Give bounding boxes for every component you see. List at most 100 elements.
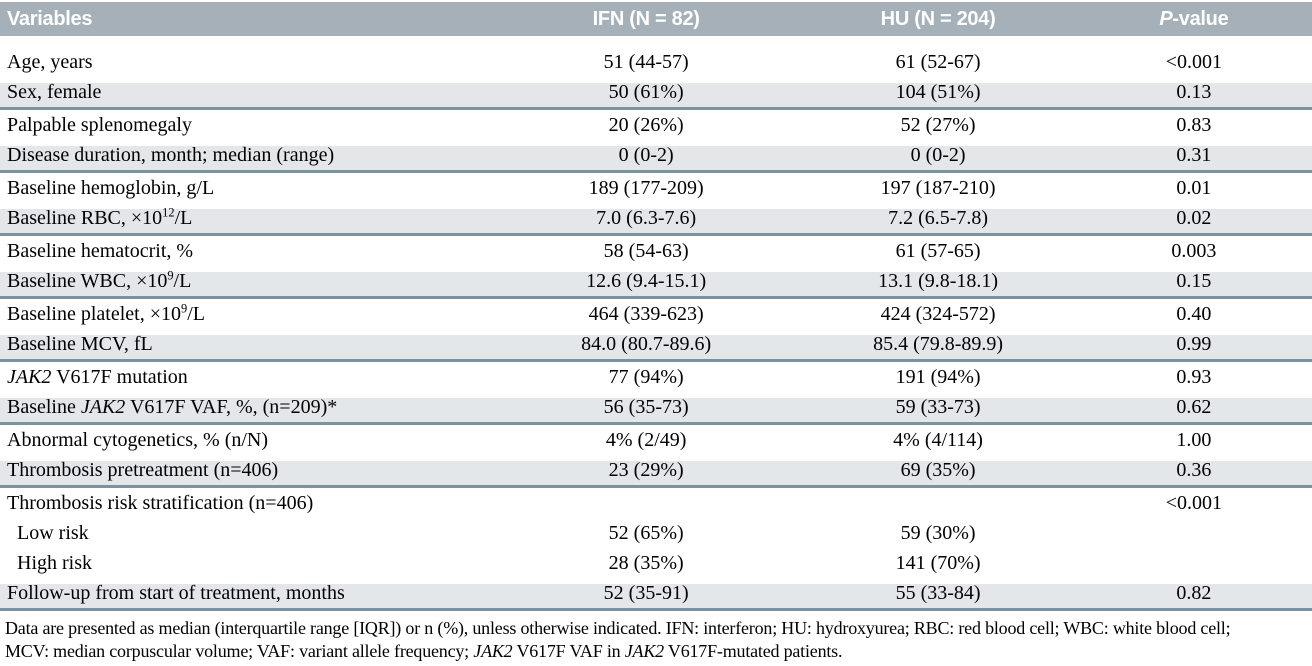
hu-value-cell: 197 (187-210) bbox=[880, 177, 996, 199]
ifn-value-cell: 56 (35-73) bbox=[603, 396, 689, 418]
variable-cell: Baseline hemoglobin, g/L bbox=[7, 177, 215, 199]
table-row: Sex, female 50 (61%) 104 (51%) 0.13 bbox=[0, 77, 1312, 110]
ifn-value-cell: 77 (94%) bbox=[608, 366, 684, 388]
ifn-value-cell: 20 (26%) bbox=[608, 114, 684, 136]
variable-cell: Age, years bbox=[7, 51, 93, 73]
ifn-value-cell: 51 (44-57) bbox=[603, 51, 689, 73]
hu-value-cell: 61 (57-65) bbox=[895, 240, 981, 262]
table-row: Baseline JAK2 V617F VAF, %, (n=209)* 56 … bbox=[0, 392, 1312, 425]
table-row: Follow-up from start of treatment, month… bbox=[0, 578, 1312, 611]
table-row: High risk 28 (35%) 141 (70%) bbox=[0, 548, 1312, 578]
table-row: Baseline RBC, ×1012/L 7.0 (6.3-7.6) 7.2 … bbox=[0, 203, 1312, 236]
ifn-value-cell: 4% (2/49) bbox=[605, 429, 687, 451]
col-header-ifn: IFN (N = 82) bbox=[592, 7, 700, 30]
hu-value-cell: 59 (30%) bbox=[900, 522, 976, 544]
table-row: Low risk 52 (65%) 59 (30%) bbox=[0, 518, 1312, 548]
variable-cell: Baseline platelet, ×109/L bbox=[7, 301, 205, 325]
table-row: Thrombosis risk stratification (n=406) <… bbox=[0, 488, 1312, 518]
table-row: Disease duration, month; median (range) … bbox=[0, 140, 1312, 173]
table-row: Thrombosis pretreatment (n=406) 23 (29%)… bbox=[0, 455, 1312, 488]
p-value-cell: <0.001 bbox=[1165, 51, 1223, 73]
p-value-cell: 0.40 bbox=[1176, 303, 1212, 325]
hu-value-cell: 104 (51%) bbox=[895, 81, 981, 103]
variable-cell: Low risk bbox=[17, 522, 89, 544]
footnote-line-2: MCV: median corpuscular volume; VAF: var… bbox=[5, 641, 843, 661]
variable-cell: Thrombosis risk stratification (n=406) bbox=[7, 492, 314, 514]
p-value-cell: <0.001 bbox=[1165, 492, 1223, 514]
variable-cell: High risk bbox=[17, 552, 92, 574]
hu-value-cell: 7.2 (6.5-7.8) bbox=[888, 207, 989, 229]
ifn-value-cell: 23 (29%) bbox=[608, 459, 684, 481]
variable-cell: Baseline WBC, ×109/L bbox=[7, 268, 192, 292]
table-row: JAK2 V617F mutation 77 (94%) 191 (94%) 0… bbox=[0, 362, 1312, 392]
table-row: Baseline platelet, ×109/L 464 (339-623) … bbox=[0, 299, 1312, 329]
ifn-value-cell: 50 (61%) bbox=[608, 81, 684, 103]
table-row: Baseline hemoglobin, g/L 189 (177-209) 1… bbox=[0, 173, 1312, 203]
table-row: Palpable splenomegaly 20 (26%) 52 (27%) … bbox=[0, 110, 1312, 140]
variable-cell: Baseline MCV, fL bbox=[7, 333, 153, 355]
ifn-value-cell: 52 (65%) bbox=[608, 522, 684, 544]
hu-value-cell bbox=[800, 488, 1076, 518]
table-row: Baseline WBC, ×109/L 12.6 (9.4-15.1) 13.… bbox=[0, 266, 1312, 299]
col-header-hu: HU (N = 204) bbox=[880, 7, 996, 30]
ifn-value-cell: 464 (339-623) bbox=[588, 303, 704, 325]
table-footnote: Data are presented as median (interquart… bbox=[0, 611, 1312, 663]
p-value-cell: 0.003 bbox=[1171, 240, 1217, 262]
col-header-variables: Variables bbox=[7, 7, 93, 30]
table-header-row: Variables IFN (N = 82) HU (N = 204) P-va… bbox=[0, 2, 1312, 36]
variable-cell: Baseline JAK2 V617F VAF, %, (n=209)* bbox=[7, 396, 338, 418]
ifn-value-cell: 84.0 (80.7-89.6) bbox=[581, 333, 712, 355]
table-body: Age, years 51 (44-57) 61 (52-67) <0.001 … bbox=[0, 47, 1312, 611]
variable-cell: JAK2 V617F mutation bbox=[7, 366, 188, 388]
variable-cell: Sex, female bbox=[7, 81, 102, 103]
variable-cell: Baseline hematocrit, % bbox=[7, 240, 194, 262]
ifn-value-cell bbox=[492, 488, 800, 518]
hu-value-cell: 69 (35%) bbox=[900, 459, 976, 481]
hu-value-cell: 141 (70%) bbox=[895, 552, 981, 574]
p-value-cell bbox=[1076, 518, 1312, 548]
table-row: Abnormal cytogenetics, % (n/N) 4% (2/49)… bbox=[0, 425, 1312, 455]
footnote-line-1: Data are presented as median (interquart… bbox=[5, 618, 1231, 638]
ifn-value-cell: 189 (177-209) bbox=[588, 177, 704, 199]
table-row: Baseline hematocrit, % 58 (54-63) 61 (57… bbox=[0, 236, 1312, 266]
p-value-cell bbox=[1076, 548, 1312, 578]
hu-value-cell: 0 (0-2) bbox=[910, 144, 966, 166]
ifn-value-cell: 12.6 (9.4-15.1) bbox=[586, 270, 707, 292]
p-value-cell: 0.99 bbox=[1176, 333, 1212, 355]
p-value-cell: 0.93 bbox=[1176, 366, 1212, 388]
variable-cell: Thrombosis pretreatment (n=406) bbox=[7, 459, 279, 481]
variable-cell: Baseline RBC, ×1012/L bbox=[7, 205, 193, 229]
p-value-cell: 0.31 bbox=[1176, 144, 1212, 166]
p-value-cell: 0.02 bbox=[1176, 207, 1212, 229]
p-value-cell: 0.83 bbox=[1176, 114, 1212, 136]
variable-cell: Palpable splenomegaly bbox=[7, 114, 192, 136]
p-value-cell: 1.00 bbox=[1176, 429, 1212, 451]
hu-value-cell: 191 (94%) bbox=[895, 366, 981, 388]
p-value-cell: 0.82 bbox=[1176, 582, 1212, 604]
hu-value-cell: 55 (33-84) bbox=[895, 582, 981, 604]
hu-value-cell: 52 (27%) bbox=[900, 114, 976, 136]
p-value-cell: 0.13 bbox=[1176, 81, 1212, 103]
hu-value-cell: 424 (324-572) bbox=[880, 303, 996, 325]
table-row: Baseline MCV, fL 84.0 (80.7-89.6) 85.4 (… bbox=[0, 329, 1312, 362]
hu-value-cell: 59 (33-73) bbox=[895, 396, 981, 418]
variable-cell: Abnormal cytogenetics, % (n/N) bbox=[7, 429, 269, 451]
p-value-cell: 0.01 bbox=[1176, 177, 1212, 199]
ifn-value-cell: 0 (0-2) bbox=[618, 144, 674, 166]
hu-value-cell: 61 (52-67) bbox=[895, 51, 981, 73]
ifn-value-cell: 52 (35-91) bbox=[603, 582, 689, 604]
variable-cell: Follow-up from start of treatment, month… bbox=[7, 582, 345, 604]
col-header-pvalue: P-value bbox=[1159, 7, 1229, 30]
hu-value-cell: 85.4 (79.8-89.9) bbox=[873, 333, 1004, 355]
hu-value-cell: 13.1 (9.8-18.1) bbox=[878, 270, 999, 292]
table-row: Age, years 51 (44-57) 61 (52-67) <0.001 bbox=[0, 47, 1312, 77]
ifn-value-cell: 28 (35%) bbox=[608, 552, 684, 574]
hu-value-cell: 4% (4/114) bbox=[893, 429, 983, 451]
ifn-value-cell: 7.0 (6.3-7.6) bbox=[596, 207, 697, 229]
ifn-value-cell: 58 (54-63) bbox=[603, 240, 689, 262]
p-value-cell: 0.15 bbox=[1176, 270, 1212, 292]
variable-cell: Disease duration, month; median (range) bbox=[7, 144, 335, 166]
p-value-cell: 0.36 bbox=[1176, 459, 1212, 481]
p-value-cell: 0.62 bbox=[1176, 396, 1212, 418]
